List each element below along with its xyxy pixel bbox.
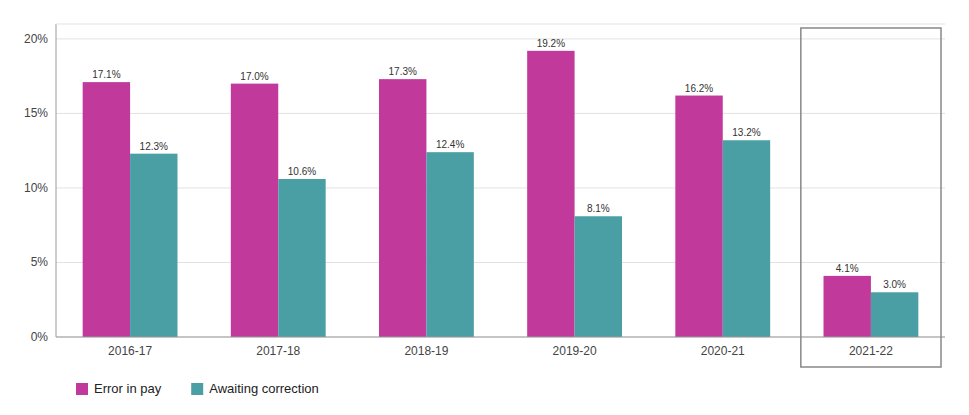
y-tick-label: 15% [24,106,48,120]
x-tick-label: 2017-18 [256,344,300,358]
bar [278,179,325,337]
bar [379,79,426,337]
bar [675,96,722,337]
data-labels: 17.1% 17.0% 17.3% 19.2% 16.2% 4.1% 12.3% 10.6% 1… [92,38,906,290]
x-tick-label: 2020-21 [701,344,745,358]
grid-line [56,337,945,338]
x-tick-label: 2016-17 [108,344,152,358]
grid-line [56,38,945,39]
data-label: 17.3% [389,66,417,77]
data-label: 10.6% [288,166,316,177]
chart: 0% 5% 10% 15% 20% 17.1% 17.0% 17.3% 19.2% 16.2% 4.… [0,0,969,415]
data-label: 17.1% [92,69,120,80]
legend-swatch [191,383,203,395]
x-axis-line [56,337,945,338]
grid-line [56,262,945,263]
bar [426,152,473,337]
legend: Error in pay Awaiting correction [76,381,319,396]
bar [130,154,177,337]
bar [824,276,871,337]
bar [527,51,574,337]
highlight-box [801,28,941,367]
x-tick-label: 2018-19 [404,344,448,358]
bar [231,84,278,337]
data-label: 3.0% [883,279,906,290]
grid-line [56,187,945,188]
y-tick-label: 10% [24,181,48,195]
top-border [56,24,945,25]
data-label: 16.2% [685,83,713,94]
bars [83,51,919,337]
y-tick-label: 0% [31,330,49,344]
legend-swatch [76,383,88,395]
data-label: 13.2% [732,127,760,138]
legend-label: Error in pay [94,381,162,396]
y-tick-label: 20% [24,32,48,46]
grid [56,39,945,337]
data-label: 12.4% [436,139,464,150]
data-label: 17.0% [240,71,268,82]
y-tick-label: 5% [31,255,49,269]
data-label: 4.1% [836,263,859,274]
x-tick-label: 2021-22 [849,344,893,358]
bar [723,140,770,337]
bar [83,82,130,337]
legend-label: Awaiting correction [209,381,319,396]
bar [871,292,918,337]
data-label: 8.1% [587,203,610,214]
bar [575,216,622,337]
data-label: 19.2% [537,38,565,49]
grid-line [56,113,945,114]
data-label: 12.3% [140,141,168,152]
y-axis-line [56,24,57,337]
x-tick-label: 2019-20 [553,344,597,358]
